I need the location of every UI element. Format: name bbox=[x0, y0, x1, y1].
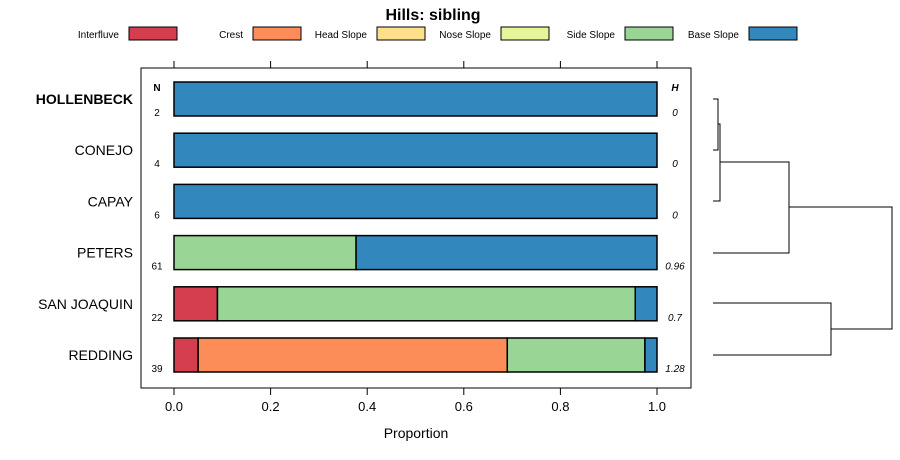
bar-segment bbox=[216, 286, 637, 322]
x-tick-label: 1.0 bbox=[648, 399, 666, 414]
n-value: 2 bbox=[154, 108, 160, 119]
bar-segment bbox=[634, 286, 658, 322]
category-label: SAN JOAQUIN bbox=[38, 296, 133, 312]
h-column-header: H bbox=[671, 83, 679, 94]
bars: HOLLENBECK 2 0 CONEJO 4 0 CAPAY 6 0 PETERS 61 0.96 S… bbox=[36, 81, 685, 375]
bar-segment bbox=[173, 286, 219, 322]
h-value: 0.7 bbox=[668, 313, 682, 324]
plot-frame bbox=[140, 67, 692, 389]
legend-swatch bbox=[624, 26, 674, 41]
dendrogram-branch bbox=[789, 206, 893, 330]
h-value: 0 bbox=[672, 108, 678, 119]
h-value: 1.28 bbox=[665, 364, 685, 375]
legend: Interfluve Crest Head Slope Nose Slope Side … bbox=[78, 26, 798, 41]
dendrogram-branch bbox=[713, 302, 832, 356]
x-axis: 0.0 0.2 0.4 0.6 0.8 1.0 bbox=[165, 61, 666, 414]
x-tick-label: 0.8 bbox=[551, 399, 569, 414]
category-label: HOLLENBECK bbox=[36, 91, 133, 107]
category-label: REDDING bbox=[68, 347, 133, 363]
legend-label: Nose Slope bbox=[439, 30, 491, 41]
bar-segment bbox=[173, 337, 199, 373]
legend-swatch bbox=[748, 26, 798, 41]
bar-segment bbox=[173, 132, 658, 168]
h-value: 0.96 bbox=[665, 262, 685, 273]
legend-label: Head Slope bbox=[315, 30, 368, 41]
x-tick-label: 0.0 bbox=[165, 399, 183, 414]
category-label: PETERS bbox=[77, 245, 133, 261]
legend-label: Base Slope bbox=[688, 30, 740, 41]
x-tick-label: 0.6 bbox=[455, 399, 473, 414]
dendrogram-branch bbox=[713, 123, 721, 202]
n-value: 39 bbox=[151, 364, 163, 375]
n-value: 6 bbox=[154, 210, 160, 221]
bar-segment bbox=[355, 234, 658, 271]
h-value: 0 bbox=[672, 159, 678, 170]
legend-swatch bbox=[252, 26, 302, 41]
chart-title: Hills: sibling bbox=[385, 7, 480, 24]
n-value: 4 bbox=[154, 159, 160, 170]
bar-segment bbox=[173, 183, 658, 220]
n-value: 61 bbox=[151, 262, 163, 273]
x-axis-label: Proportion bbox=[384, 425, 449, 441]
category-label: CONEJO bbox=[75, 142, 133, 158]
bar-segment bbox=[197, 337, 509, 373]
legend-label: Crest bbox=[219, 30, 243, 41]
legend-label: Side Slope bbox=[567, 30, 616, 41]
dendrogram-branch bbox=[713, 161, 790, 254]
legend-swatch bbox=[500, 26, 550, 41]
bar-segment bbox=[173, 234, 357, 271]
legend-label: Interfluve bbox=[78, 30, 120, 41]
bar-segment bbox=[506, 337, 646, 373]
bar-segment bbox=[644, 337, 658, 373]
n-column-header: N bbox=[153, 83, 160, 94]
legend-swatch bbox=[128, 26, 178, 41]
x-tick-label: 0.4 bbox=[358, 399, 376, 414]
bar-segment bbox=[173, 81, 658, 117]
legend-swatch bbox=[376, 26, 426, 41]
n-value: 22 bbox=[151, 313, 163, 324]
x-tick-label: 0.2 bbox=[262, 399, 280, 414]
category-label: CAPAY bbox=[88, 193, 134, 209]
dendrogram-branch bbox=[713, 98, 719, 151]
dendrogram bbox=[713, 98, 893, 356]
h-value: 0 bbox=[672, 210, 678, 221]
